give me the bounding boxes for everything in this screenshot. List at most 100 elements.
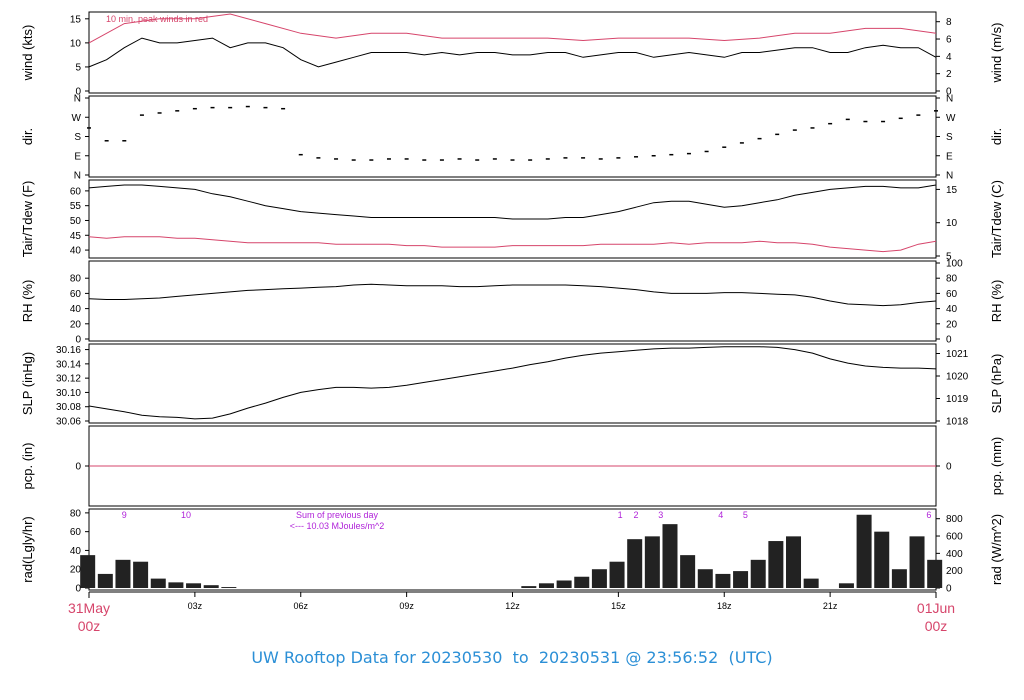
wind-tick-label-right: 4 [946, 52, 952, 63]
temp-tick-label-left: 40 [70, 246, 82, 257]
time-end-hour: 00z [925, 618, 948, 634]
rad-hour-label: 10 [181, 510, 191, 520]
pcp-ylabel: pcp. (in) [20, 443, 35, 490]
rad-hour-label: 1 [618, 510, 623, 520]
rad-bar [768, 541, 784, 588]
rad-bar [786, 536, 802, 588]
slp-tick-label-left: 30.16 [56, 345, 81, 356]
wind-tick-label-right: 6 [946, 35, 952, 46]
slp-tick-label-right: 1021 [946, 349, 969, 360]
rad-bar [538, 583, 554, 588]
rad-bar [680, 555, 696, 588]
slp-tick-label-right: 1020 [946, 372, 969, 383]
rh-ylabel: RH (%) [20, 280, 35, 323]
wind-tick-label-left: 10 [70, 38, 82, 49]
rad-bar [203, 585, 219, 588]
rad-bar [733, 571, 749, 588]
temp-tick-label-left: 50 [70, 216, 82, 227]
wind-tick-label-right: 8 [946, 17, 952, 28]
wind-tick-label-left: 5 [75, 62, 81, 73]
slp-tick-label-right: 1019 [946, 394, 969, 405]
rad-bar [838, 583, 854, 588]
rad-bar [609, 561, 625, 588]
rh-tick-label-right: 40 [946, 304, 958, 315]
rad-hour-label: 5 [743, 510, 748, 520]
dir-tick-label-right: S [946, 132, 953, 143]
rad-bar [891, 569, 907, 588]
temp-tick-label-left: 45 [70, 231, 82, 242]
rad-tick-label-right: 400 [946, 549, 963, 560]
rad-bar [133, 561, 149, 588]
rad-tick-label-left: 60 [70, 527, 82, 538]
time-tick-label: 06z [293, 601, 308, 611]
chart-title: UW Rooftop Data for 20230530 to 20230531… [251, 648, 773, 667]
rad-panel-frame [88, 508, 937, 591]
rad-bar [909, 536, 925, 588]
time-tick-label: 03z [188, 601, 203, 611]
slp-ylabel: SLP (inHg) [20, 352, 35, 415]
dir-tick-label-left: W [72, 113, 82, 124]
rh-ylabel-right: RH (%) [989, 280, 1004, 323]
rh-tick-label-left: 0 [75, 335, 81, 346]
wind-tick-label-left: 0 [75, 87, 81, 98]
dir-tick-label-left: N [74, 94, 81, 105]
dir-ylabel-right: dir. [989, 128, 1004, 145]
time-start-hour: 00z [78, 618, 101, 634]
wind-series-0 [88, 37, 937, 68]
rad-hour-label: 4 [718, 510, 723, 520]
rad-bar [856, 514, 872, 588]
rad-bar [168, 582, 184, 588]
temp-series-tdew [88, 236, 937, 253]
wind-series-1 [88, 13, 937, 44]
rad-bar [874, 531, 890, 588]
rad-bar [221, 587, 237, 588]
time-end-date: 01Jun [917, 600, 955, 616]
rh-tick-label-left: 80 [70, 274, 82, 285]
slp-panel-frame [88, 343, 937, 424]
slp-tick-label-left: 30.14 [56, 359, 81, 370]
rh-tick-label-right: 80 [946, 274, 958, 285]
slp-series-0 [88, 346, 937, 420]
temp-tick-label-right: 10 [946, 218, 958, 229]
slp-tick-label-left: 30.06 [56, 417, 81, 428]
slp-tick-label-right: 1018 [946, 417, 969, 428]
wind-tick-label-right: 0 [946, 87, 952, 98]
rad-tick-label-right: 800 [946, 514, 963, 525]
rad-bar [97, 573, 113, 588]
rad-hour-label: 6 [926, 510, 931, 520]
dir-tick-label-left: E [74, 151, 81, 162]
rad-bar [644, 536, 660, 588]
rad-annotation-sum: Sum of previous day [296, 510, 379, 520]
rh-tick-label-left: 60 [70, 289, 82, 300]
temp-tick-label-right: 15 [946, 185, 958, 196]
dir-tick-label-right: N [946, 94, 953, 105]
wind-ylabel: wind (kts) [20, 25, 35, 82]
temp-ylabel: Tair/Tdew (F) [20, 181, 35, 258]
rad-tick-label-right: 0 [946, 584, 952, 595]
time-tick-label: 21z [823, 601, 838, 611]
rh-tick-label-right: 0 [946, 335, 952, 346]
dir-tick-label-right: E [946, 151, 953, 162]
rad-bar [80, 555, 96, 588]
rad-tick-label-right: 600 [946, 532, 963, 543]
slp-tick-label-left: 30.08 [56, 402, 81, 413]
temp-tick-label-left: 60 [70, 186, 82, 197]
dir-ylabel: dir. [20, 128, 35, 145]
temp-series-tair [88, 184, 937, 220]
pcp-tick-label-right: 0 [946, 462, 952, 473]
rad-annotation-value: <--- 10.03 MJoules/m^2 [290, 521, 385, 531]
rad-tick-label-right: 200 [946, 566, 963, 577]
rad-tick-label-left: 80 [70, 508, 82, 519]
slp-tick-label-left: 30.10 [56, 388, 81, 399]
dir-panel-frame [88, 95, 937, 178]
rh-tick-label-right: 60 [946, 289, 958, 300]
rad-bar [574, 576, 590, 588]
rad-bar [750, 559, 766, 588]
time-tick-label: 12z [505, 601, 520, 611]
rh-tick-label-left: 40 [70, 304, 82, 315]
temp-ylabel-right: Tair/Tdew (C) [989, 180, 1004, 258]
slp-tick-label-left: 30.12 [56, 374, 81, 385]
rad-tick-label-left: 40 [70, 546, 82, 557]
time-tick-label: 18z [717, 601, 732, 611]
rad-bar [591, 569, 607, 588]
